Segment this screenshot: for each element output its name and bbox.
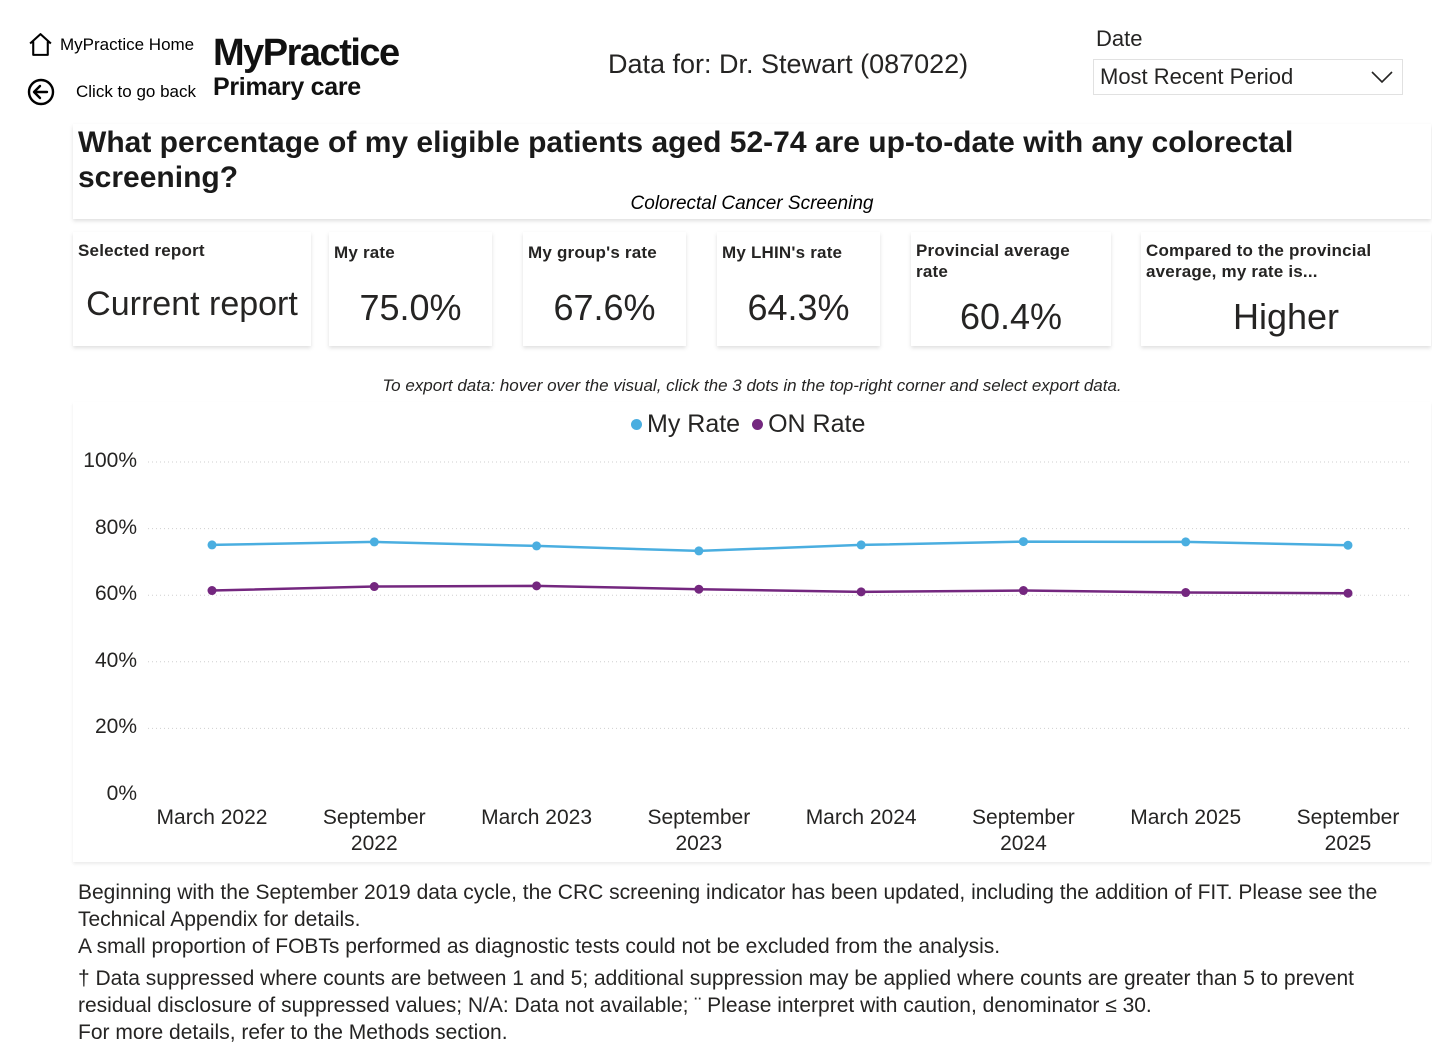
kpi-card-group-rate: My group's rate 67.6% [523,232,686,346]
kpi-value: 75.0% [359,287,462,328]
legend-label-on-rate: ON Rate [768,410,866,438]
kpi-value: 64.3% [747,287,850,328]
footnote-fobt: A small proportion of FOBTs performed as… [78,935,1001,958]
kpi-card-selected-report: Selected report Current report [73,232,311,346]
home-link-label: MyPractice Home [60,34,195,54]
question-subtitle: Colorectal Cancer Screening [630,193,874,214]
kpi-card-my-rate: My rate 75.0% [329,232,492,346]
kpi-card-lhin-rate: My LHIN's rate 64.3% [717,232,880,346]
logo-line2: Primary care [213,73,361,101]
footnote-suppression: † Data suppressed where counts are betwe… [78,967,1354,1017]
chart-card[interactable]: My Rate ON Rate [73,402,1431,862]
footnote-methods: For more details, refer to the Methods s… [78,1021,508,1044]
kpi-value: 67.6% [553,287,656,328]
back-link[interactable]: Click to go back [27,78,196,106]
legend-dot-on-rate [752,419,764,430]
kpi-title: Provincial average rate [916,241,1070,281]
chevron-down-icon [1371,71,1393,84]
home-icon [29,33,52,56]
mypractice-logo: MyPractice Primary care [213,32,400,101]
logo-line1: MyPractice [213,32,400,74]
export-note: To export data: hover over the visual, c… [382,376,1122,395]
kpi-title: My LHIN's rate [722,243,843,262]
question-title: What percentage of my eligible patients … [78,126,1294,194]
kpi-title: My group's rate [528,243,657,262]
kpi-title: Compared to the provincial average, my r… [1146,241,1372,281]
date-filter-label: Date [1096,26,1143,51]
back-link-label: Click to go back [76,82,196,101]
kpi-value: 60.4% [959,296,1063,337]
chart-legend[interactable]: My Rate ON Rate [631,410,865,439]
kpi-value: Higher [1232,296,1340,337]
kpi-title: My rate [334,243,395,262]
date-dropdown-value: Most Recent Period [1100,64,1294,89]
kpi-card-comparison: Compared to the provincial average, my r… [1141,232,1431,346]
back-arrow-icon [27,78,55,106]
home-link[interactable]: MyPractice Home [27,31,194,58]
kpi-title: Selected report [78,241,205,260]
footnote-fit: Beginning with the September 2019 data c… [78,881,1378,931]
question-card: What percentage of my eligible patients … [73,124,1431,219]
date-dropdown[interactable]: Most Recent Period [1093,59,1403,95]
legend-label-my-rate: My Rate [647,410,741,438]
kpi-value: Current report [86,285,298,323]
kpi-card-provincial-rate: Provincial average rate 60.4% [911,232,1111,346]
data-for-label: Data for: Dr. Stewart (087022) [608,49,969,79]
legend-dot-my-rate [631,419,642,430]
